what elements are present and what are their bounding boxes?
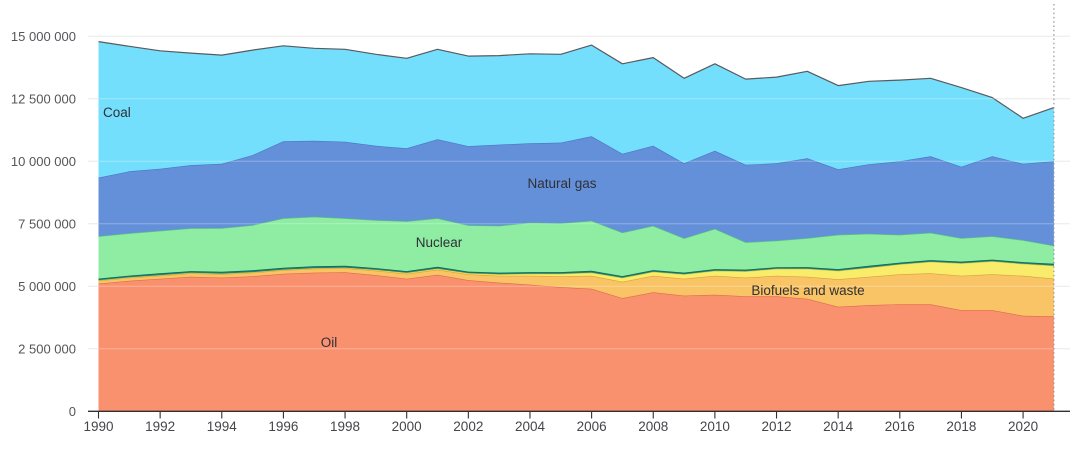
series-label-oil: Oil [321,335,338,350]
y-tick-label: 15 000 000 [11,29,76,44]
axes [88,410,1070,419]
x-tick-label: 1996 [268,419,298,434]
series-label-biofuels-and-waste: Biofuels and waste [751,283,864,298]
y-tick-label: 2 500 000 [18,341,76,356]
x-tick-label: 2000 [392,419,422,434]
series-label-coal: Coal [103,105,131,120]
x-tick-label: 2012 [762,419,792,434]
y-tick-label: 0 [69,404,76,419]
area-series [98,41,1055,412]
x-tick-label: 2008 [638,419,668,434]
y-tick-label: 10 000 000 [11,154,76,169]
y-tick-label: 7 500 000 [18,216,76,231]
boundary-coal [98,41,1055,119]
area-biofuels_waste[interactable] [98,268,1054,317]
y-tick-label: 5 000 000 [18,279,76,294]
area-nuclear[interactable] [98,216,1054,279]
x-tick-label: 1990 [83,419,113,434]
x-tick-label: 2010 [700,419,730,434]
x-tick-label: 2002 [453,419,483,434]
gridlines-overlay [88,35,1070,350]
x-tick-label: 2004 [515,419,546,434]
x-tick-label: 2018 [946,419,976,434]
x-tick-label: 2020 [1008,419,1038,434]
x-tick-label: 2006 [577,419,607,434]
y-tick-label: 12 500 000 [11,91,76,106]
area-coal[interactable] [98,41,1054,178]
x-tick-label: 2014 [823,419,854,434]
series-label-natural-gas: Natural gas [527,176,596,191]
area-oil[interactable] [98,272,1054,412]
series-labels: Coal Natural gas Nuclear Biofuels and wa… [103,105,865,350]
x-tick-label: 1994 [207,419,238,434]
x-tick-label: 1998 [330,419,360,434]
series-label-nuclear: Nuclear [416,235,463,250]
area-wind_solar[interactable] [98,261,1054,282]
tick-labels: 0 2 500 000 5 000 000 7 500 000 10 000 000 12… [11,29,1038,434]
x-tick-label: 2016 [885,419,915,434]
area-natural_gas[interactable] [98,136,1054,246]
x-tick-label: 1992 [145,419,175,434]
